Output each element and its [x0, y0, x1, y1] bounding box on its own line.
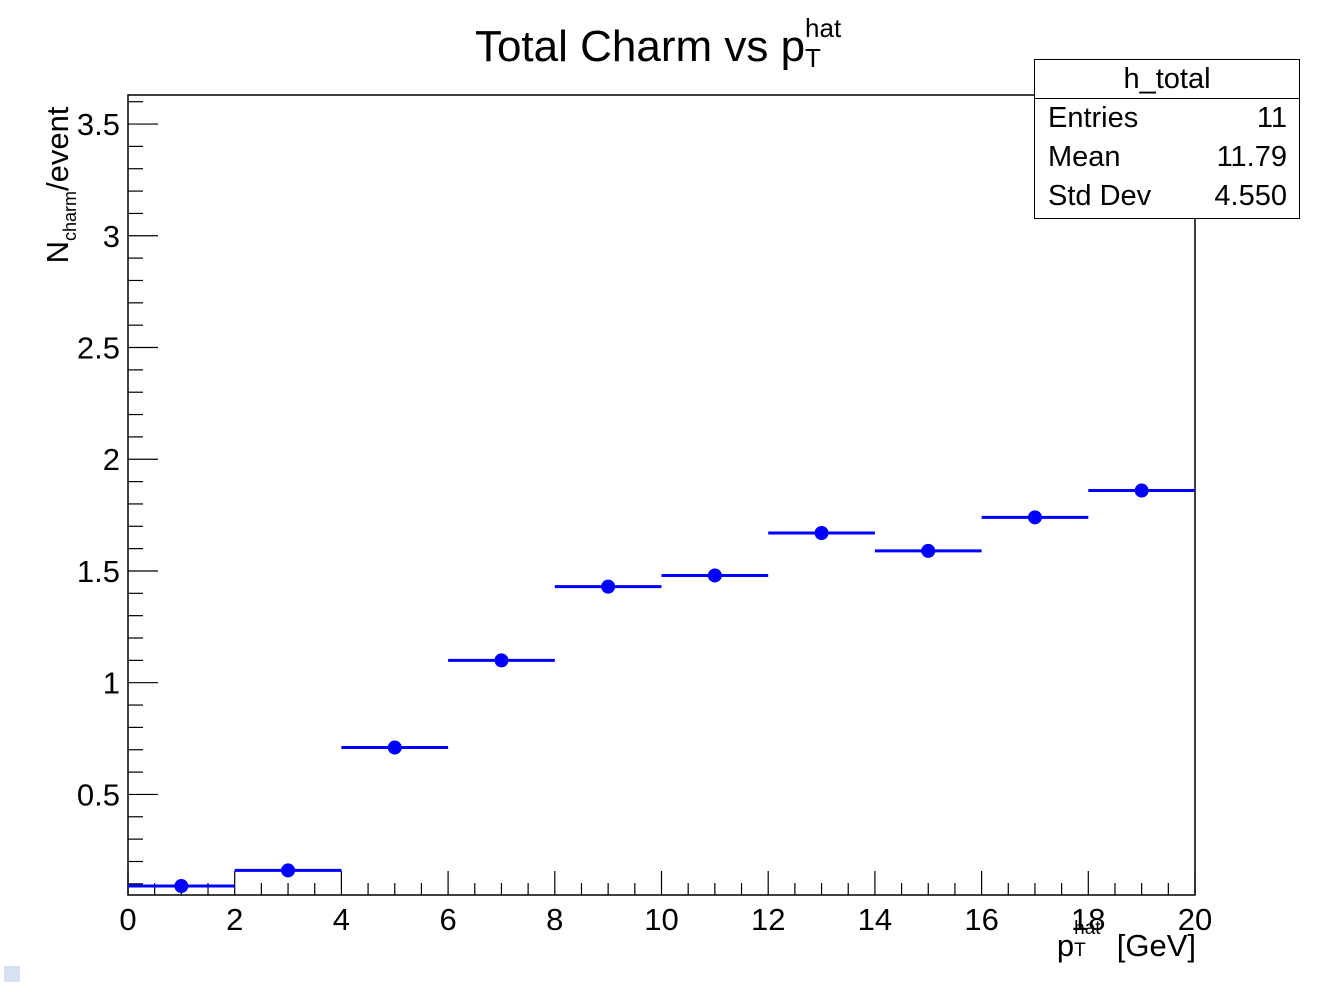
x-tick-label: 8: [546, 902, 563, 937]
x-tick-label: 12: [751, 902, 785, 937]
data-series: [128, 483, 1195, 894]
data-point: [494, 653, 509, 668]
x-tick-label: 4: [333, 902, 350, 937]
data-point: [174, 879, 189, 894]
y-tick-label: 1: [103, 666, 120, 701]
x-tick-label: 2: [226, 902, 243, 937]
chart-title: Total Charm vs p hat T: [474, 13, 842, 73]
stats-row-mean: Mean 11.79: [1048, 141, 1287, 173]
y-tick-label: 2: [103, 442, 120, 477]
x-tick-label: 18: [1071, 902, 1105, 937]
data-point: [921, 543, 936, 558]
x-tick-label: 6: [439, 902, 456, 937]
y-tick-label: 0.5: [77, 777, 120, 812]
y-tick-label: 1.5: [77, 554, 120, 589]
data-point: [601, 579, 616, 594]
data-point: [387, 740, 402, 755]
x-axis-label: p hat T [GeV]: [1056, 918, 1196, 963]
stats-box-title: h_total: [1035, 60, 1299, 99]
y-tick-label: 3.5: [77, 107, 120, 142]
data-point: [1134, 483, 1149, 498]
data-point: [1027, 510, 1042, 525]
y-tick-label: 3: [103, 219, 120, 254]
x-tick-label: 10: [644, 902, 678, 937]
x-tick-label: 0: [119, 902, 136, 937]
x-tick-label: 16: [964, 902, 998, 937]
x-tick-label: 20: [1178, 902, 1212, 937]
stats-row-stddev: Std Dev 4.550: [1048, 180, 1287, 212]
x-axis: 0 2 4 6 8 10 12 14 16 18 20: [119, 871, 1212, 937]
canvas-corner-marker: [4, 966, 20, 982]
y-axis-label: Ncharm/event: [40, 106, 80, 264]
y-tick-label: 2.5: [77, 331, 120, 366]
stats-box: h_total Entries 11 Mean 11.79 Std Dev 4.550: [1034, 59, 1300, 219]
y-axis: 0.5 1 1.5 2 2.5 3 3.5: [77, 101, 158, 885]
data-point: [707, 568, 722, 583]
data-point: [281, 863, 296, 878]
data-point: [814, 525, 829, 540]
stats-row-entries: Entries 11: [1048, 102, 1287, 134]
x-tick-label: 14: [858, 902, 892, 937]
